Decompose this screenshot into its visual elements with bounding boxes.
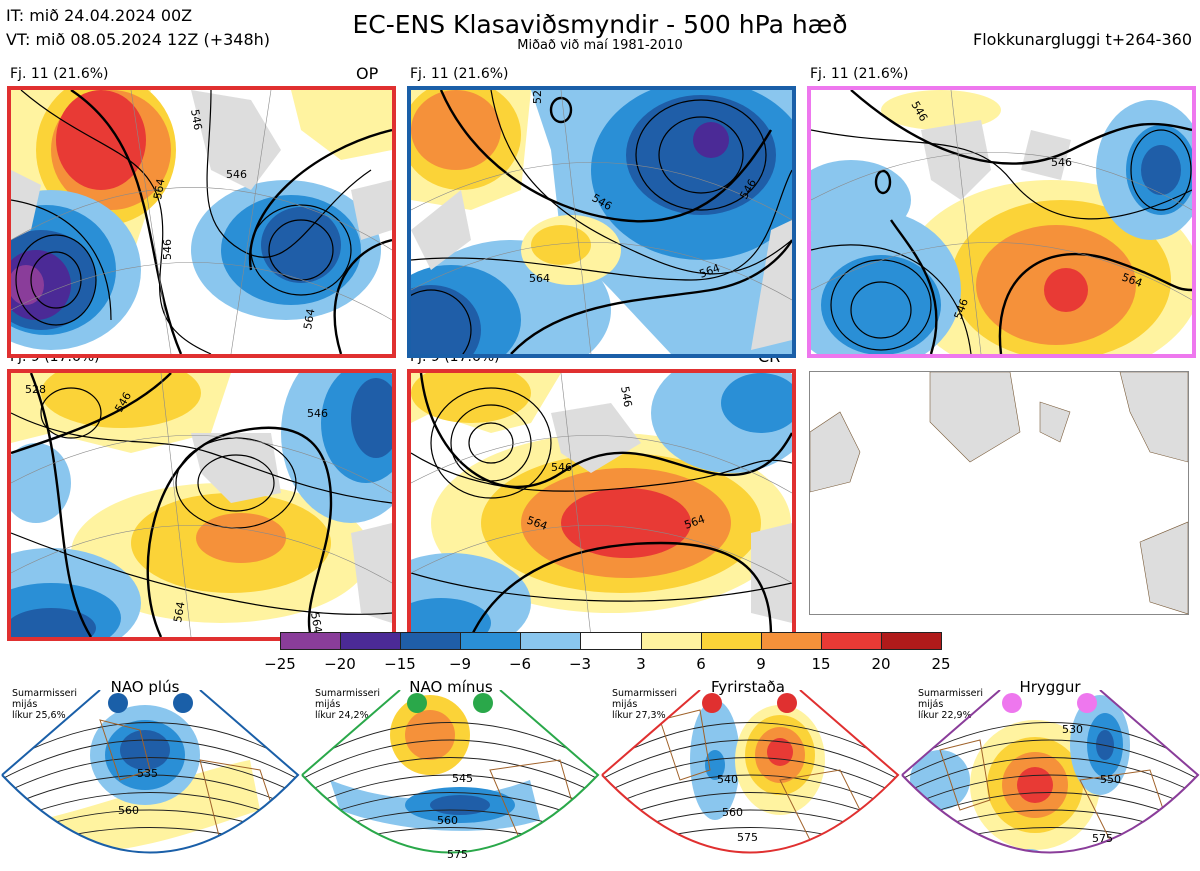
- regime-note: Sumarmisseri mijás líkur 22,9%: [918, 688, 984, 721]
- contour-label: 560: [118, 804, 139, 817]
- cluster-map-4: 528 546 546 564 564: [7, 369, 396, 641]
- contour-label: 528: [531, 90, 544, 104]
- contour-label: 575: [447, 848, 468, 861]
- valid-time: VT: mið 08.05.2024 12Z (+348h): [6, 30, 271, 49]
- regime-note: Sumarmisseri mijás líkur 27,3%: [612, 688, 678, 721]
- colorbar-tick: 9: [756, 655, 766, 673]
- colorbar-segment: [521, 633, 582, 649]
- cluster-map-3: 546 564 546 546: [807, 86, 1196, 358]
- colorbar-tick: −25: [264, 655, 296, 673]
- regime-note: Sumarmisseri mijás líkur 25,6%: [12, 688, 78, 721]
- colorbar-tick: −6: [508, 655, 532, 673]
- colorbar-tick: −3: [568, 655, 592, 673]
- regime-map-nao-minus: 545 560 575: [301, 690, 600, 861]
- contour-label: 546: [551, 461, 572, 474]
- colorbar-tick: 20: [871, 655, 891, 673]
- contour-label: 575: [737, 831, 758, 844]
- panel-corner-op: OP: [356, 64, 379, 83]
- regime-title: Fyrirstaða: [711, 678, 785, 696]
- colorbar-tick: −20: [324, 655, 356, 673]
- colorbar-segment: [761, 633, 822, 649]
- classification-window: Flokkunargluggi t+264-360: [973, 30, 1192, 49]
- contour-label: 560: [437, 814, 458, 827]
- contour-label: 546: [161, 239, 174, 260]
- contour-label: 540: [717, 773, 738, 786]
- panel-label: Fj. 11 (21.6%): [410, 66, 509, 82]
- contour-label: 564: [301, 308, 317, 331]
- contour-label: 575: [1092, 832, 1113, 845]
- regime-map-nao-plus: 535 560: [1, 690, 300, 854]
- contour-label: 546: [307, 407, 328, 420]
- page-title: EC-ENS Klasaviðsmyndir - 500 hPa hæð: [352, 10, 848, 39]
- colorbar-segment: [641, 633, 702, 649]
- cluster-map-2: 528 546 564 564 546: [407, 86, 796, 358]
- contour-label: 564: [171, 601, 187, 624]
- contour-label: 564: [308, 611, 324, 634]
- colorbar-segment: [341, 633, 402, 649]
- cluster-map-1: 564 546 546 546 564: [7, 86, 396, 358]
- colorbar-segment: [701, 633, 762, 649]
- regime-title: NAO plús: [110, 678, 180, 696]
- colorbar-segment: [281, 633, 342, 649]
- contour-label: 546: [188, 108, 204, 131]
- colorbar-tick: −15: [384, 655, 416, 673]
- issue-time: IT: mið 24.04.2024 00Z: [6, 6, 193, 25]
- colorbar-segment: [581, 633, 642, 649]
- colorbar-tick: 6: [696, 655, 706, 673]
- contour-label: 545: [452, 772, 473, 785]
- regime-title: NAO mínus: [409, 678, 493, 696]
- contour-label: 546: [1051, 156, 1072, 169]
- contour-label: 546: [618, 385, 634, 408]
- colorbar-segment: [821, 633, 882, 649]
- contour-label: 528: [25, 383, 46, 396]
- contour-label: 546: [226, 168, 247, 181]
- colorbar-segment: [401, 633, 462, 649]
- colorbar-segment: [461, 633, 522, 649]
- cluster-map-5: 546 564 564 546: [407, 369, 796, 641]
- contour-label: 560: [722, 806, 743, 819]
- contour-label: 530: [1062, 723, 1083, 736]
- colorbar: [280, 632, 942, 650]
- regime-note: Sumarmisseri mijás líkur 24,2%: [315, 688, 381, 721]
- colorbar-tick: 25: [931, 655, 951, 673]
- regime-map-blocking: 540 560 575: [601, 690, 900, 854]
- regime-title: Hryggur: [1019, 678, 1081, 696]
- empty-map: [809, 371, 1189, 615]
- colorbar-tick: −9: [448, 655, 472, 673]
- colorbar-tick: 3: [636, 655, 646, 673]
- contour-label: 564: [529, 272, 550, 285]
- contour-label: 535: [137, 767, 158, 780]
- contour-label: 564: [151, 178, 167, 201]
- page-subtitle: Miðað við maí 1981-2010: [517, 38, 683, 53]
- contour-label: 550: [1100, 773, 1121, 786]
- colorbar-tick: 15: [811, 655, 831, 673]
- regime-map-ridge: 530 550 575: [901, 690, 1200, 854]
- colorbar-segment: [881, 633, 942, 649]
- panel-label: Fj. 11 (21.6%): [810, 66, 909, 82]
- panel-label: Fj. 11 (21.6%): [10, 66, 109, 82]
